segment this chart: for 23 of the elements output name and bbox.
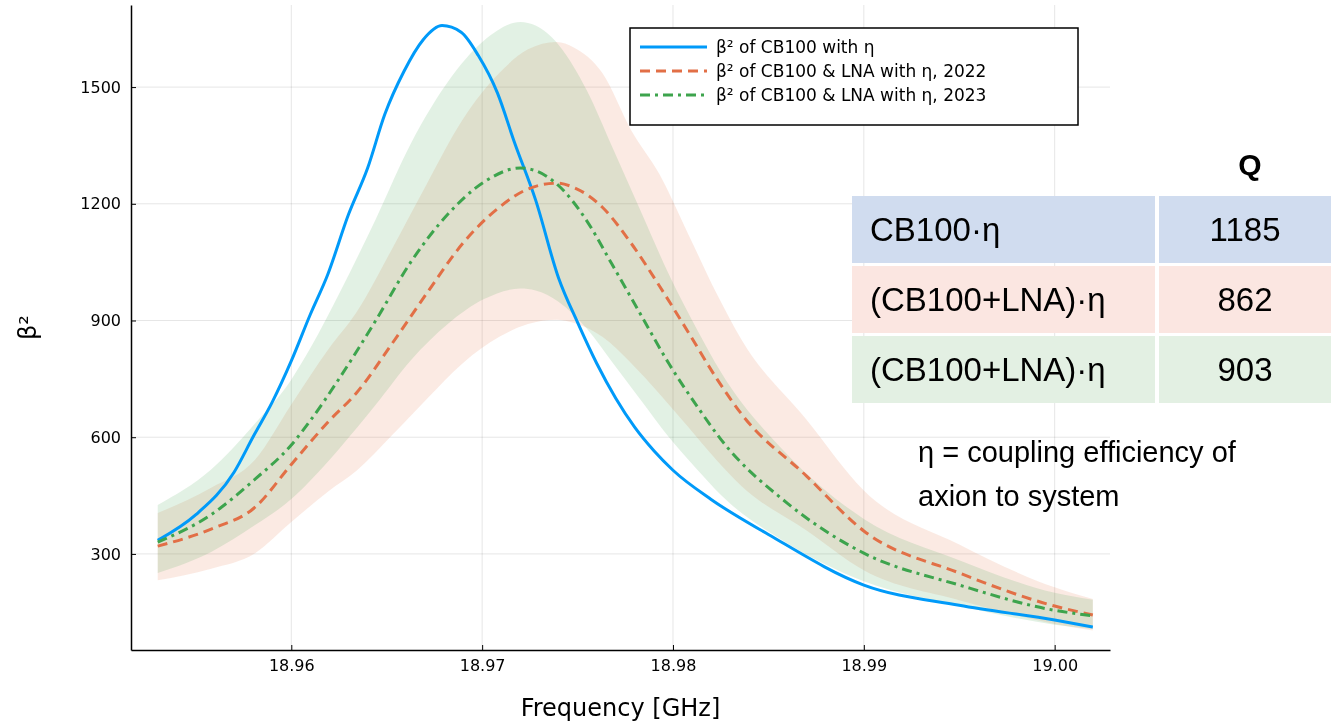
x-tick-label: 18.96: [268, 656, 315, 676]
x-tick-label: 19.00: [1032, 656, 1079, 676]
annotation: (CB100+LNA)·η: [870, 281, 1106, 318]
y-tick-label: 1500: [80, 77, 121, 97]
x-tick-label: 18.99: [841, 656, 888, 676]
x-tick-label: 18.98: [650, 656, 697, 676]
text: 1185: [1209, 211, 1281, 248]
legend-label: β² of CB100 & LNA with η, 2022: [716, 61, 987, 81]
y-tick-label: 300: [90, 544, 121, 564]
annotation: CB100·η: [870, 211, 1001, 248]
y-tick-label: 1200: [80, 194, 121, 214]
legend-label: β² of CB100 with η: [716, 37, 875, 57]
annotation: (CB100+LNA)·η: [870, 351, 1106, 388]
text: 903: [1217, 351, 1273, 388]
x-tick-label: 18.97: [459, 656, 506, 676]
annotation: η = coupling efficiency of axion to system: [918, 436, 1237, 512]
x-axis-title: Frequency [GHz]: [520, 694, 721, 722]
y-tick-label: 600: [90, 427, 121, 447]
text: Q: [1238, 148, 1262, 181]
y-axis-title: β²: [14, 315, 42, 340]
legend-label: β² of CB100 & LNA with η, 2023: [716, 85, 987, 105]
y-tick-label: 900: [90, 311, 121, 331]
text: 862: [1217, 281, 1273, 318]
